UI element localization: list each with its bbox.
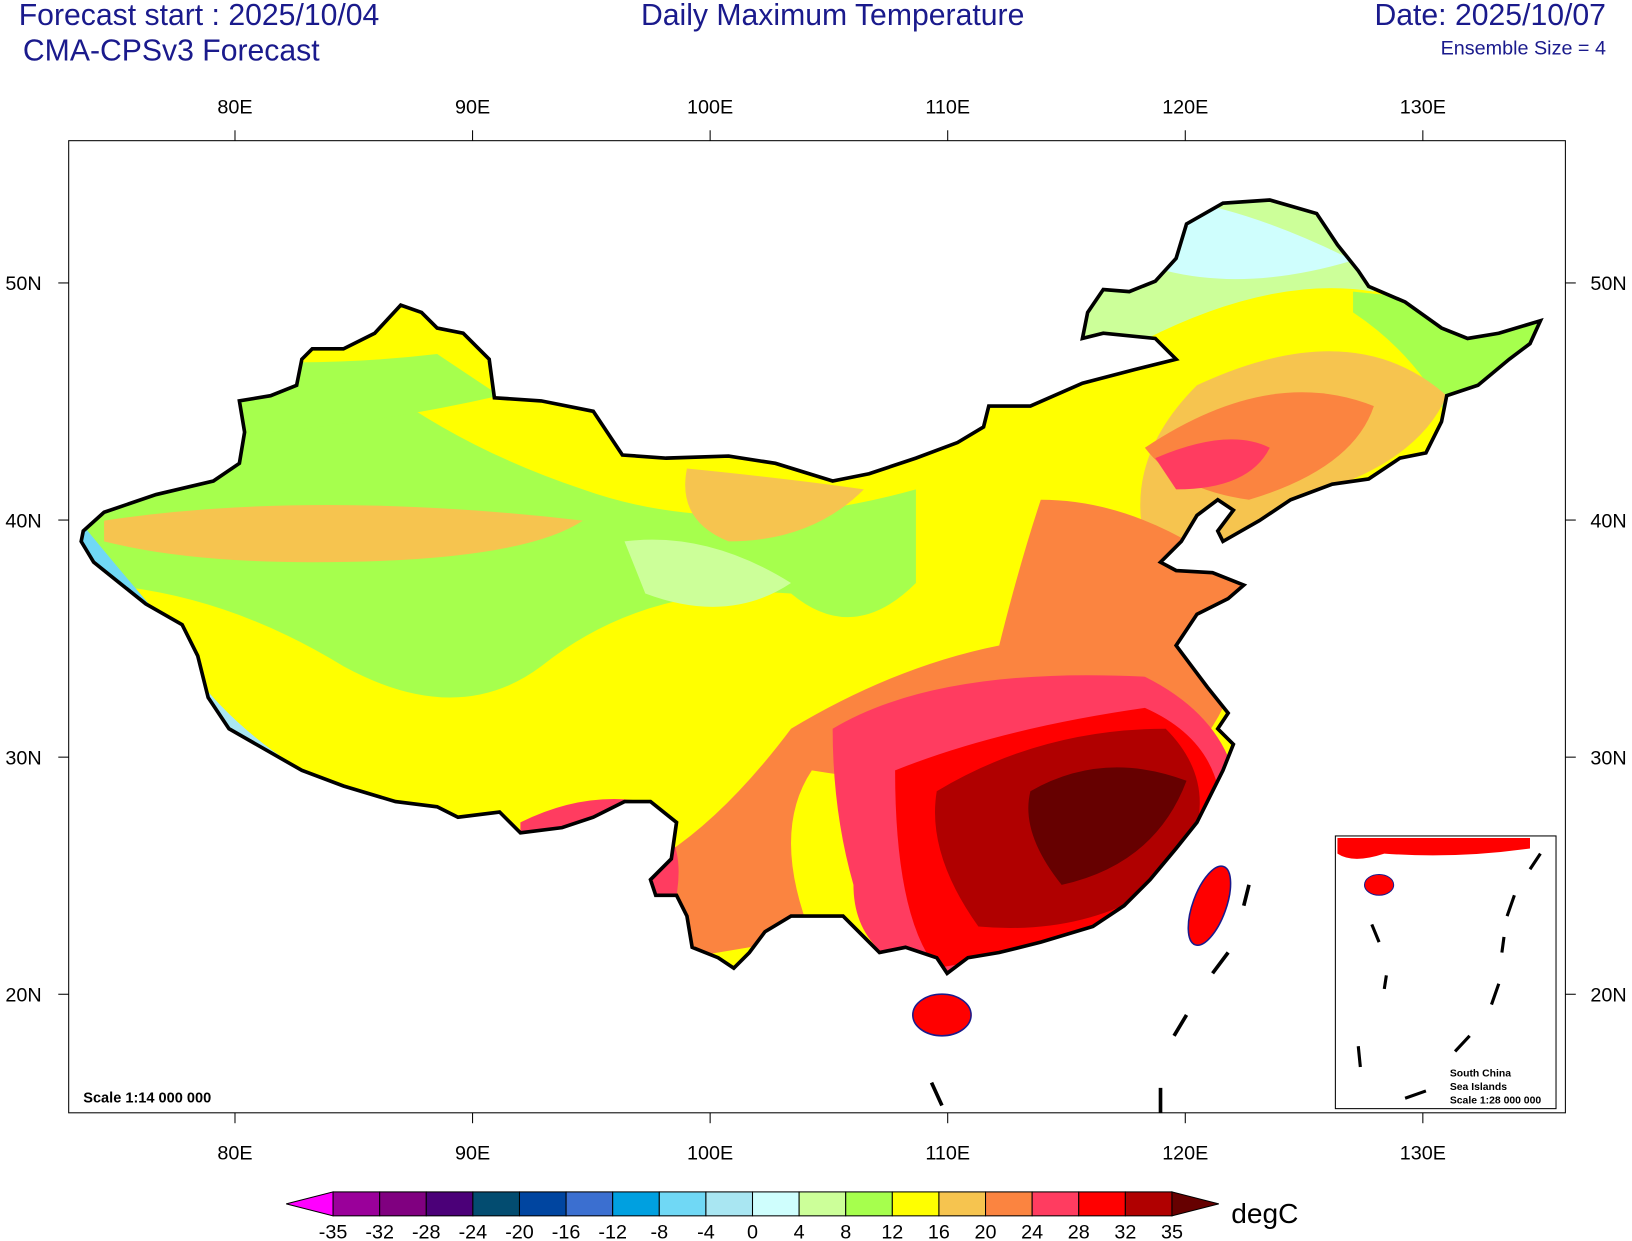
colorbar-label: 4 — [794, 1222, 805, 1241]
colorbar-box — [891, 1191, 940, 1217]
lon-tick-label: 120E — [1162, 1143, 1208, 1165]
colorbar-label: -35 — [319, 1222, 348, 1241]
lon-tick-label: 130E — [1400, 1143, 1446, 1165]
axes: 80E 80E 90E 90E 100E 100E 110E 110E 120E 120E 130E… — [5, 97, 1626, 1165]
lon-tick-label: 90E — [455, 97, 490, 119]
colorbar-box — [612, 1191, 660, 1217]
colorbar-label: -28 — [412, 1222, 441, 1241]
colorbar-box — [332, 1191, 381, 1217]
colorbar-box — [1078, 1191, 1126, 1217]
ensemble-size: Ensemble Size = 4 — [1441, 37, 1606, 59]
forecast-start: Forecast start : 2025/10/04 — [19, 0, 380, 32]
inset-label: South China — [1450, 1068, 1511, 1079]
scale-label: Scale 1:14 000 000 — [83, 1090, 211, 1106]
lon-tick-label: 90E — [455, 1143, 490, 1165]
taiwan — [1187, 865, 1232, 946]
colorbar-label: 28 — [1068, 1222, 1090, 1241]
colorbar-label: -16 — [552, 1222, 581, 1241]
inset-label: Sea Islands — [1450, 1082, 1507, 1093]
colorbar-box — [565, 1191, 614, 1217]
lat-tick-label: 50N — [1590, 273, 1626, 295]
colorbar-box — [1124, 1191, 1173, 1217]
colorbar-box — [705, 1191, 754, 1217]
hainan — [912, 993, 972, 1037]
colorbar-box — [938, 1191, 987, 1217]
colorbar-box — [845, 1191, 893, 1217]
colorbar-label: 35 — [1161, 1222, 1183, 1241]
lat-tick-label: 30N — [5, 747, 41, 769]
lon-tick-label: 110E — [925, 1143, 970, 1165]
map-title: Daily Maximum Temperature — [641, 0, 1024, 32]
colorbar-label: 12 — [881, 1222, 903, 1241]
lat-tick-label: 40N — [1590, 510, 1626, 532]
inset-coast — [1337, 838, 1530, 859]
lon-tick-label: 120E — [1162, 97, 1208, 119]
lat-tick-label: 20N — [1590, 985, 1626, 1007]
valid-date: Date: 2025/10/07 — [1374, 0, 1606, 32]
colorbar-label: -24 — [459, 1222, 488, 1241]
colorbar-box — [425, 1191, 474, 1217]
colorbar-box — [472, 1191, 521, 1217]
colorbar-label: -4 — [697, 1222, 715, 1241]
colorbar-extend-high — [1171, 1191, 1219, 1217]
colorbar-box — [379, 1191, 427, 1217]
lon-tick-label: 100E — [687, 97, 733, 119]
colorbar-unit: degC — [1231, 1198, 1298, 1229]
lon-tick-label: 130E — [1400, 97, 1446, 119]
colorbar-box — [798, 1191, 847, 1217]
lat-tick-label: 40N — [5, 510, 41, 532]
nine-dash-line — [929, 884, 1251, 1113]
colorbar-label: -8 — [651, 1222, 669, 1241]
colorbar-box — [658, 1191, 707, 1217]
inset-dash-line — [1356, 852, 1542, 1100]
lon-tick-label: 110E — [925, 97, 970, 119]
colorbar-label: 24 — [1021, 1222, 1043, 1241]
lon-tick-label: 80E — [217, 1143, 252, 1165]
colorbar-label: 20 — [975, 1222, 997, 1241]
colorbar-label: 16 — [928, 1222, 950, 1241]
inset-frame — [1334, 835, 1557, 1110]
colorbar-box — [985, 1191, 1033, 1217]
colorbar-extend-low — [286, 1191, 334, 1217]
lat-tick-label: 20N — [5, 985, 41, 1007]
colorbar-label: -20 — [505, 1222, 534, 1241]
lat-tick-label: 50N — [5, 273, 41, 295]
colorbar-label: 32 — [1114, 1222, 1136, 1241]
lon-tick-label: 100E — [687, 1143, 733, 1165]
colorbar-box — [751, 1191, 800, 1217]
colorbar-label: 8 — [840, 1222, 851, 1241]
colorbar-label: -12 — [598, 1222, 627, 1241]
model-name: CMA-CPSv3 Forecast — [23, 35, 320, 68]
colorbar-label: 0 — [747, 1222, 758, 1241]
colorbar-box — [1031, 1191, 1080, 1217]
inset-hainan — [1363, 873, 1395, 896]
colorbar: -35 -32 -28 -24 -20 -16 -12 -8 -4 0 4 8 12 16 20 24 28 32… — [286, 1191, 1298, 1241]
lon-tick-label: 80E — [217, 97, 252, 119]
colorbar-box — [518, 1191, 567, 1217]
inset: South China Sea Islands Scale 1:28 000 0… — [1334, 835, 1557, 1110]
inset-label: Scale 1:28 000 000 — [1450, 1095, 1542, 1106]
colorbar-label: -32 — [365, 1222, 394, 1241]
lat-tick-label: 30N — [1590, 747, 1626, 769]
